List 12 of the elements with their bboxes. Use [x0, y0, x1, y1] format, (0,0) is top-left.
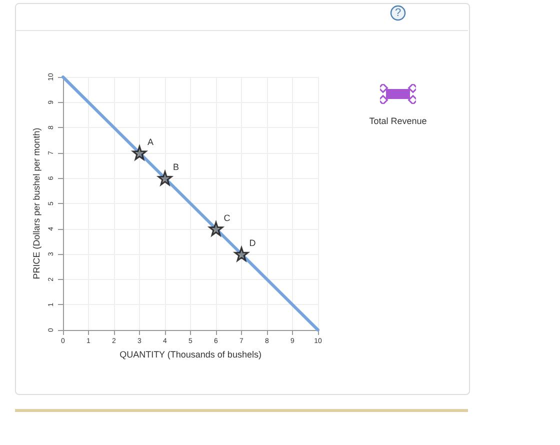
annotation: B: [172, 162, 180, 172]
annotation: C: [224, 212, 230, 223]
point: [234, 246, 249, 262]
y-axis-title: PRICE (Dollars per bushel per month): [32, 128, 42, 280]
text: Total Revenue: [369, 116, 427, 126]
point: [208, 222, 224, 236]
annotation: D: [249, 238, 256, 248]
annotation: A: [147, 136, 154, 147]
help-icon: ?: [390, 5, 406, 21]
point: [158, 170, 172, 186]
point: [132, 146, 147, 160]
x-axis-title: QUANTITY (Thousands of bushels): [120, 349, 262, 360]
